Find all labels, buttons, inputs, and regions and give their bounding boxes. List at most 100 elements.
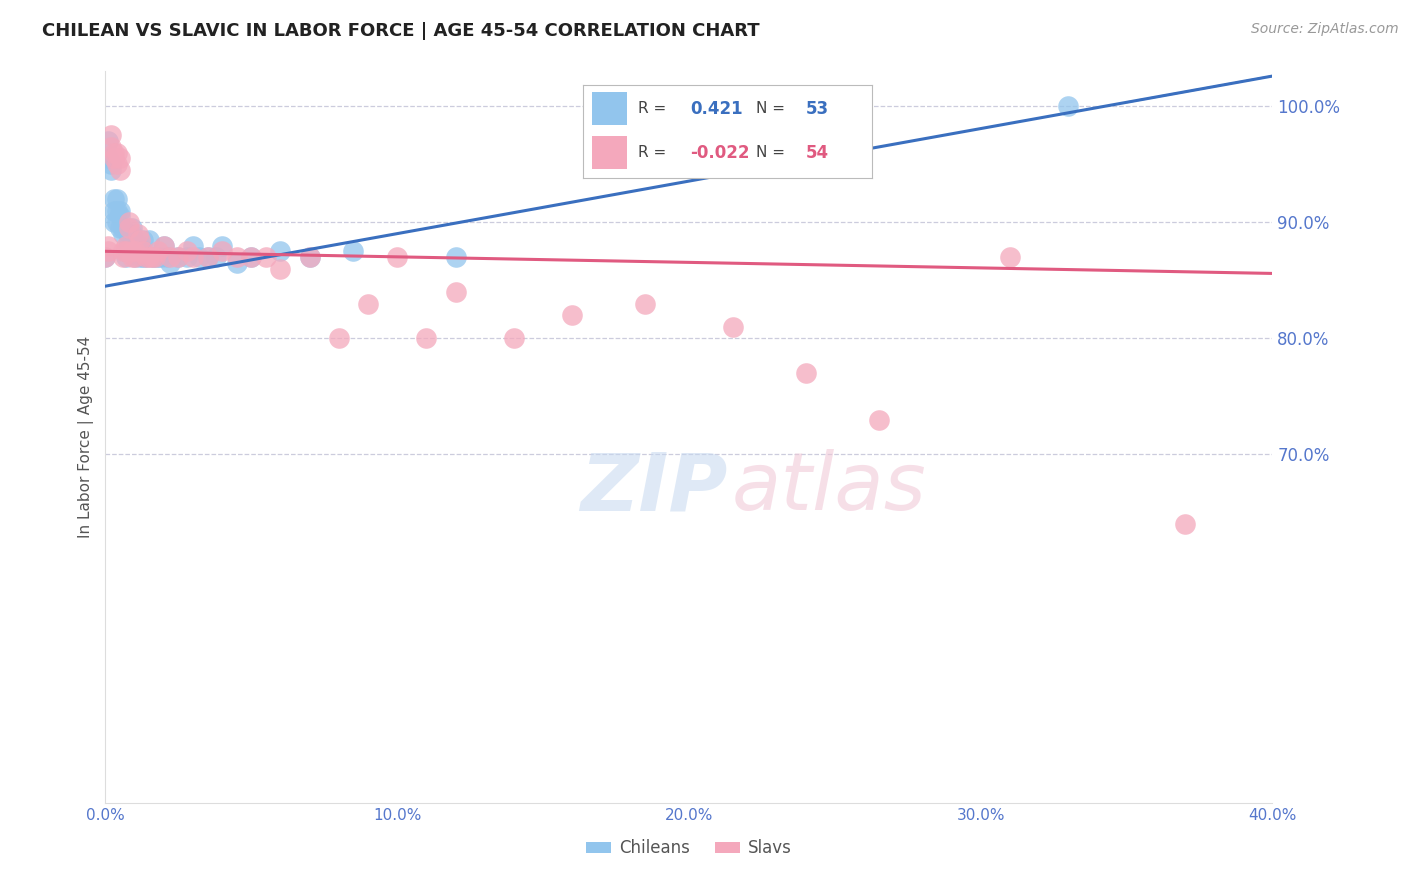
Point: [153, 238, 174, 252]
Point: [111, 227, 134, 241]
Point: [135, 250, 157, 264]
Legend: Chileans, Slavs: Chileans, Slavs: [579, 832, 799, 864]
Point: [129, 238, 152, 252]
Text: CHILEAN VS SLAVIC IN LABOR FORCE | AGE 45-54 CORRELATION CHART: CHILEAN VS SLAVIC IN LABOR FORCE | AGE 4…: [42, 22, 759, 40]
Point: [225, 256, 247, 270]
Point: [181, 250, 204, 264]
Point: [159, 256, 181, 270]
Point: [108, 221, 131, 235]
Point: [143, 250, 166, 264]
Point: [444, 250, 467, 264]
Point: [108, 203, 131, 218]
Point: [121, 244, 143, 259]
Point: [211, 238, 233, 252]
Point: [111, 244, 134, 259]
Point: [187, 250, 209, 264]
Point: [118, 215, 141, 229]
Text: atlas: atlas: [731, 450, 927, 527]
Point: [138, 250, 160, 264]
Point: [97, 238, 120, 252]
Point: [129, 250, 152, 264]
Text: N =: N =: [756, 145, 790, 161]
Point: [794, 366, 817, 380]
Point: [135, 250, 157, 264]
Text: R =: R =: [638, 101, 672, 116]
Point: [240, 250, 263, 264]
Point: [502, 331, 524, 345]
Point: [124, 244, 146, 259]
Point: [240, 250, 263, 264]
Point: [124, 250, 146, 264]
Point: [269, 244, 292, 259]
Point: [143, 250, 166, 264]
Point: [721, 319, 744, 334]
Point: [115, 250, 138, 264]
Text: 0.421: 0.421: [690, 100, 742, 118]
Point: [132, 250, 155, 264]
Point: [103, 145, 125, 160]
Point: [298, 250, 321, 264]
Point: [444, 285, 467, 299]
Point: [118, 221, 141, 235]
Point: [298, 250, 321, 264]
Bar: [592, 92, 627, 125]
Point: [149, 250, 172, 264]
Point: [129, 233, 152, 247]
Point: [561, 308, 583, 322]
Point: [103, 152, 125, 166]
Point: [115, 244, 138, 259]
Point: [181, 238, 204, 252]
Point: [127, 244, 149, 259]
Point: [100, 128, 122, 143]
Point: [108, 210, 131, 224]
Point: [998, 250, 1021, 264]
Bar: [592, 136, 627, 169]
Text: ZIP: ZIP: [581, 450, 728, 527]
Point: [94, 250, 117, 264]
Point: [415, 331, 437, 345]
Point: [103, 192, 125, 206]
Text: R =: R =: [638, 145, 672, 161]
Point: [111, 221, 134, 235]
Point: [385, 250, 408, 264]
Point: [100, 157, 122, 171]
Text: Source: ZipAtlas.com: Source: ZipAtlas.com: [1251, 22, 1399, 37]
Text: 53: 53: [806, 100, 828, 118]
Point: [105, 215, 128, 229]
Y-axis label: In Labor Force | Age 45-54: In Labor Force | Age 45-54: [79, 336, 94, 538]
Point: [105, 157, 128, 171]
Text: -0.022: -0.022: [690, 144, 749, 161]
Point: [108, 163, 131, 178]
Point: [118, 233, 141, 247]
Text: 54: 54: [806, 144, 828, 161]
Point: [138, 233, 160, 247]
Point: [211, 244, 233, 259]
Point: [254, 250, 277, 264]
Point: [115, 244, 138, 259]
Point: [118, 227, 141, 241]
Point: [103, 215, 125, 229]
Point: [97, 244, 120, 259]
Point: [127, 227, 149, 241]
Point: [167, 250, 190, 264]
Point: [105, 203, 128, 218]
Point: [225, 250, 247, 264]
Point: [342, 244, 364, 259]
Point: [197, 250, 219, 264]
Point: [97, 152, 120, 166]
Point: [868, 412, 890, 426]
Point: [1057, 99, 1080, 113]
Point: [115, 238, 138, 252]
Point: [132, 244, 155, 259]
Point: [146, 250, 169, 264]
Point: [121, 227, 143, 241]
Point: [156, 250, 179, 264]
Point: [146, 244, 169, 259]
Point: [141, 250, 163, 264]
Point: [197, 250, 219, 264]
Point: [205, 250, 228, 264]
Point: [153, 238, 174, 252]
Point: [111, 250, 134, 264]
Text: N =: N =: [756, 101, 790, 116]
Point: [124, 244, 146, 259]
